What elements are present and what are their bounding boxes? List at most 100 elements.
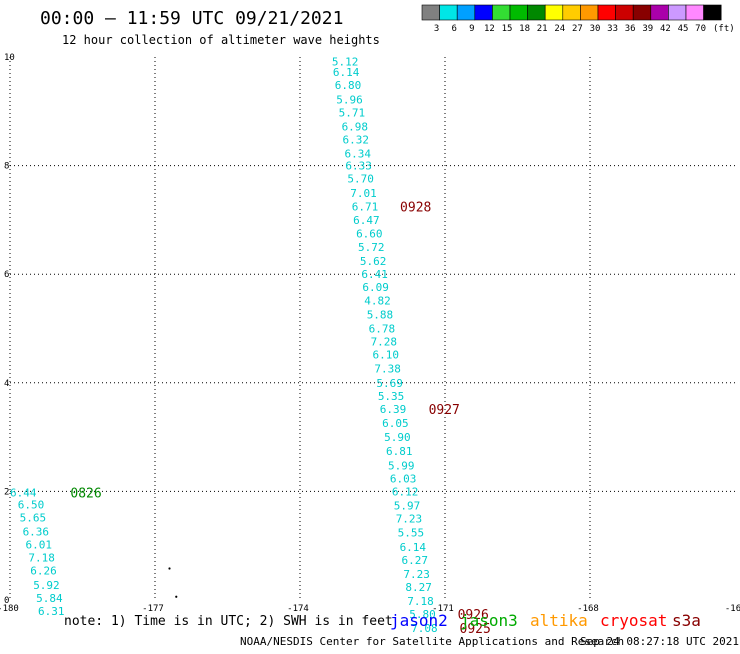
data-label: 6.50: [18, 498, 45, 511]
footer-note: note: 1) Time is in UTC; 2) SWH is in fe…: [64, 614, 393, 629]
data-label: 5.71: [339, 106, 366, 119]
data-label: 6.10: [373, 349, 400, 362]
x-tick-label: -16: [725, 604, 740, 614]
data-label: 6.14: [333, 66, 360, 79]
axis-ticks: -180 -177 -174 -171 -168 -16 0 2 4 6 8 10: [0, 53, 740, 614]
data-label: 6.12: [392, 485, 419, 498]
dataset-label: s3a: [672, 611, 701, 630]
data-marks: 5.126.146.805.965.716.986.326.346.335.70…: [10, 55, 491, 637]
legend-label: 15: [502, 24, 513, 34]
legend-label: 9: [469, 24, 474, 34]
legend-label: 21: [537, 24, 548, 34]
x-tick-label: -168: [577, 604, 599, 614]
data-label: 5.97: [394, 500, 421, 513]
data-point: [168, 567, 171, 570]
data-label: 5.12: [332, 55, 359, 68]
legend-swatch: [685, 4, 704, 21]
y-tick-label: 4: [4, 379, 9, 389]
dataset-label: jason2: [390, 611, 448, 630]
legend-swatch: [421, 4, 440, 21]
dataset-label: jason3: [460, 611, 518, 630]
data-label: 6.78: [369, 323, 396, 336]
pass-time-label: 0826: [70, 486, 101, 501]
legend-swatch: [650, 4, 669, 21]
legend-label: 12: [484, 24, 495, 34]
pass-time-label: 0928: [400, 200, 431, 215]
pass-time-label: 0926: [458, 608, 489, 623]
data-label: 6.27: [402, 554, 429, 567]
data-point: [175, 595, 178, 598]
data-label: 7.01: [350, 187, 377, 200]
legend-swatch: [580, 4, 599, 21]
data-label: 5.35: [378, 390, 405, 403]
figure-title: 00:00 – 11:59 UTC 09/21/2021: [40, 8, 343, 29]
legend-swatch: [615, 4, 634, 21]
legend-label: 42: [660, 24, 671, 34]
footer-timestamp: Sep 24 08:27:18 UTC 2021: [580, 635, 739, 648]
legend-label: 70: [695, 24, 706, 34]
legend-swatch: [474, 4, 493, 21]
figure-subtitle: 12 hour collection of altimeter wave hei…: [62, 33, 380, 47]
data-label: 6.03: [390, 472, 417, 485]
legend-swatch: [562, 4, 581, 21]
data-label: 6.14: [400, 541, 427, 554]
data-label: 6.31: [38, 605, 65, 618]
dataset-label: cryosat: [600, 611, 667, 630]
data-label: 5.70: [347, 173, 374, 186]
legend-label: 45: [678, 24, 689, 34]
legend-swatch: [509, 4, 528, 21]
data-label: 7.18: [407, 595, 434, 608]
dataset-label: altika: [530, 611, 588, 630]
data-label: 6.09: [362, 281, 389, 294]
data-label: 6.34: [344, 148, 371, 161]
x-tick-label: -177: [142, 604, 164, 614]
legend-label: 27: [572, 24, 583, 34]
y-tick-label: 8: [4, 162, 9, 172]
data-label: 6.39: [380, 403, 407, 416]
plot-grid: [9, 57, 735, 600]
data-label: 7.23: [403, 568, 430, 581]
data-label: 5.90: [384, 431, 411, 444]
data-label: 4.82: [364, 294, 391, 307]
y-tick-label: 6: [4, 270, 9, 280]
x-tick-label: -180: [0, 604, 19, 614]
legend-swatch: [668, 4, 687, 21]
pass-time-label: 0925: [460, 622, 491, 637]
data-label: 7.23: [396, 513, 423, 526]
data-label: 7.28: [371, 336, 398, 349]
data-label: 5.99: [388, 459, 415, 472]
data-label: 5.65: [20, 511, 46, 524]
legend-label: 30: [590, 24, 601, 34]
data-label: 6.47: [353, 214, 380, 227]
legend-label: 24: [554, 24, 565, 34]
legend-swatch: [527, 4, 546, 21]
data-label: 7.38: [374, 363, 401, 376]
legend-label: 39: [642, 24, 653, 34]
legend-swatch: [439, 4, 458, 21]
legend-swatch: [456, 4, 476, 21]
data-label: 6.32: [343, 134, 370, 147]
data-label: 5.62: [360, 255, 387, 268]
legend-label: 3: [434, 24, 439, 34]
data-label: 6.81: [386, 445, 413, 458]
data-label: 7.08: [411, 622, 438, 635]
legend-swatch: [632, 4, 652, 21]
legend-label: 18: [519, 24, 530, 34]
legend-label: 33: [607, 24, 618, 34]
data-label: 6.26: [30, 565, 57, 578]
data-label: 5.84: [36, 592, 63, 605]
data-label: 6.36: [23, 526, 50, 539]
legend-label: 36: [625, 24, 636, 34]
y-tick-label: 0: [4, 596, 9, 606]
footer-credit: NOAA/NESDIS Center for Satellite Applica…: [240, 635, 624, 648]
data-label: 5.72: [358, 241, 385, 254]
data-label: 5.92: [33, 579, 60, 592]
data-label: 6.05: [382, 417, 409, 430]
data-label: 5.96: [336, 93, 363, 106]
data-label: 6.80: [335, 79, 362, 92]
pass-time-label: 0927: [429, 403, 460, 418]
legend-label: 6: [451, 24, 456, 34]
data-label: 8.27: [405, 581, 432, 594]
